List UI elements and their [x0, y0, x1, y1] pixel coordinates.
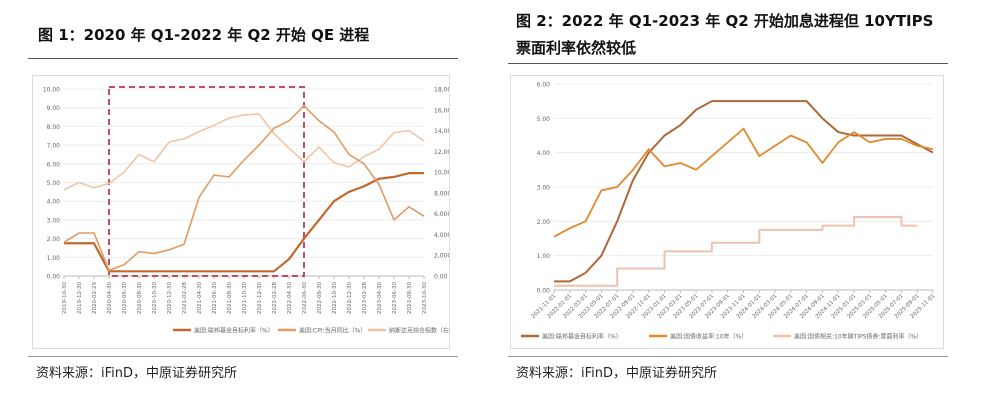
x-tick-label: 2022-08-30: [317, 282, 323, 314]
figure-1-title: 图 1：2020 年 Q1-2022 年 Q2 开始 QE 进程: [38, 26, 370, 44]
y-right-tick-label: 18,000.00: [434, 87, 449, 94]
x-tick-label: 2021-06-30: [212, 282, 218, 314]
title-divider-left: [28, 58, 458, 59]
y-tick-label: 7.00: [47, 143, 61, 150]
x-tick-label: 2020-12-30: [167, 282, 173, 314]
y-right-tick-label: 6,000.00: [434, 211, 449, 218]
y-tick-label: 0.00: [537, 288, 551, 295]
x-tick-label: 2022-04-30: [287, 282, 293, 314]
x-tick-label: 2023-06-30: [392, 282, 398, 314]
series-line-2: [63, 113, 425, 191]
y-tick-label: 1.00: [47, 255, 61, 262]
x-tick-label: 2020-02-29: [92, 282, 98, 314]
x-tick-label: 2021-08-30: [227, 282, 233, 314]
x-tick-label: 2020-06-30: [122, 282, 128, 314]
y-tick-label: 0.00: [47, 274, 61, 281]
y-tick-label: 2.00: [47, 236, 61, 243]
y-right-tick-label: 14,000.00: [434, 128, 449, 135]
y-tick-label: 9.00: [47, 105, 61, 112]
legend-label: 美国:联邦基金目标利率（%）: [542, 333, 622, 341]
legend-label: 美国:国债相关:10年期TIPS债券:票面利率（%）: [794, 333, 922, 341]
series-line-2: [554, 216, 918, 287]
x-tick-label: 2019-12-30: [77, 282, 83, 314]
y-right-tick-label: 8,000.00: [434, 190, 449, 197]
figure-1-source: 资料来源：iFinD，中原证券研究所: [36, 366, 238, 381]
y-right-tick-label: 2,000.00: [434, 253, 449, 260]
y-tick-label: 3.00: [47, 217, 61, 224]
y-right-tick-label: 4,000.00: [434, 232, 449, 239]
y-right-tick-label: 10,000.00: [434, 170, 449, 177]
x-tick-label: 2022-12-30: [347, 282, 353, 314]
x-tick-label: 2021-10-30: [242, 282, 248, 314]
figure-2-title-line-2: 票面利率依然较低: [516, 39, 637, 57]
x-tick-label: 2023-04-30: [377, 282, 383, 314]
x-tick-label: 2020-04-30: [107, 282, 113, 314]
legend-label: 美国:联邦基金目标利率（%）: [194, 327, 274, 335]
x-tick-label: 2021-04-30: [197, 282, 203, 314]
series-line-1: [63, 105, 425, 272]
series-line-1: [553, 127, 934, 238]
x-tick-label: 2021-12-30: [257, 282, 263, 314]
y-tick-label: 1.00: [537, 253, 551, 260]
highlight-dashed-box: [108, 86, 305, 277]
x-tick-label: 2022-02-28: [272, 282, 278, 314]
legend-label: 美国:CPI:当月同比（%）: [299, 327, 366, 335]
source-divider-right: [508, 356, 948, 357]
x-tick-label: 2019-10-30: [62, 282, 68, 314]
y-tick-label: 4.00: [537, 150, 551, 157]
x-tick-label: 2020-10-30: [152, 282, 158, 314]
y-right-tick-label: 0.00: [434, 274, 448, 281]
figure-2-source: 资料来源：iFinD，中原证券研究所: [516, 366, 718, 381]
y-tick-label: 5.00: [47, 180, 61, 187]
series-line-0: [64, 172, 424, 273]
x-tick-label: 2023-08-30: [407, 282, 413, 314]
y-right-tick-label: 12,000.00: [434, 149, 449, 156]
x-tick-label: 2022-10-30: [332, 282, 338, 314]
y-tick-label: 6.00: [537, 82, 551, 89]
y-tick-label: 5.00: [537, 116, 551, 123]
y-tick-label: 8.00: [47, 124, 61, 131]
title-divider-right: [508, 63, 948, 64]
y-right-tick-label: 16,000.00: [434, 107, 449, 114]
legend-label: 纳斯达克综合指数（右轴）: [389, 327, 449, 335]
y-tick-label: 6.00: [47, 161, 61, 168]
figure-1-chart-svg: 0.00 1.00 2.00 3.00 4.00 5.00 6.00 7.00 8.00 9.00…: [43, 86, 465, 335]
figure-2-chart: 0.00 1.00 2.00 3.00 4.00 5.00 6.00 2021-11-01 20…: [510, 75, 944, 349]
x-tick-label: 2022-06-30: [302, 282, 308, 314]
legend-label: 美国:国债收益率:10年（%）: [670, 333, 747, 341]
y-tick-label: 4.00: [47, 199, 61, 206]
source-divider-left: [28, 356, 458, 357]
y-tick-label: 3.00: [537, 185, 551, 192]
figure-2-chart-svg: 0.001.002.003.004.005.006.002021-11-0120…: [521, 82, 936, 341]
y-tick-label: 10.00: [43, 87, 60, 94]
figure-2-title-line-1: 图 2：2022 年 Q1-2023 年 Q2 开始加息进程但 10YTIPS: [516, 12, 934, 30]
x-tick-label: 2023-10-30: [422, 282, 428, 314]
y-tick-label: 2.00: [537, 219, 551, 226]
x-tick-label: 2020-08-30: [137, 282, 143, 314]
figure-1-chart: 0.00 1.00 2.00 3.00 4.00 5.00 6.00 7.00 8.00 9.00…: [32, 75, 465, 349]
x-tick-label: 2021-02-28: [182, 282, 188, 314]
x-tick-label: 2023-02-28: [362, 282, 368, 314]
